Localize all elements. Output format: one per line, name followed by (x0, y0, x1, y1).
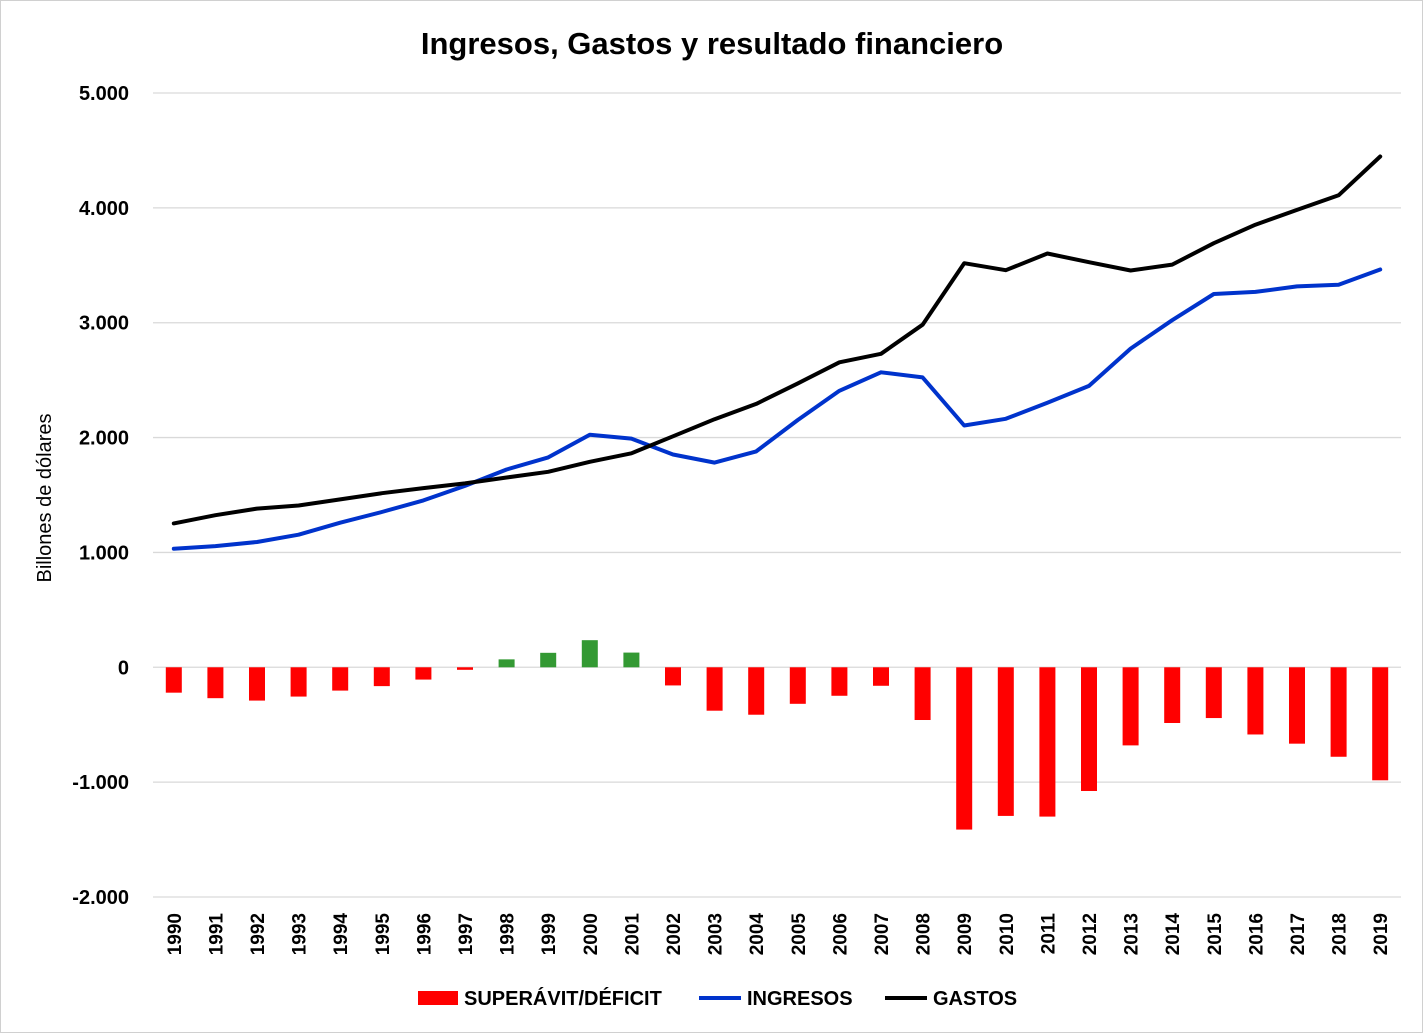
x-axis-ticks: 1990 1991 1992 1993 1994 1995 1996 1997 1998 1999… (165, 913, 1392, 956)
x-tick-label: 2000 (581, 913, 602, 955)
x-tick-label: 1993 (290, 913, 311, 955)
bar-1997 (457, 667, 473, 670)
y-tick-label: 1.000 (79, 542, 129, 564)
x-tick-label: 1991 (206, 913, 227, 956)
legend-swatch-superavit-deficit (418, 991, 458, 1005)
x-tick-label: 2017 (1288, 913, 1309, 955)
bar-1998 (498, 659, 515, 668)
bar-1999 (540, 652, 557, 668)
x-tick-label: 2007 (872, 913, 893, 955)
bar-2018 (1330, 667, 1347, 757)
x-tick-label: 2016 (1246, 913, 1267, 955)
bar-2005 (789, 667, 806, 704)
bar-2009 (956, 667, 973, 830)
x-tick-label: 2013 (1122, 913, 1143, 955)
legend-label-superavit-deficit: SUPERÁVIT/DÉFICIT (464, 987, 662, 1010)
bar-1994 (332, 667, 349, 691)
x-tick-label: 2006 (830, 913, 851, 955)
bar-2004 (748, 667, 765, 715)
bar-2003 (706, 667, 723, 711)
x-tick-label: 2002 (664, 913, 685, 955)
x-tick-label: 2015 (1205, 913, 1226, 956)
y-tick-label: -2.000 (72, 887, 129, 909)
x-tick-label: 1994 (331, 913, 352, 956)
y-axis-ticks: 5.000 4.000 3.000 2.000 1.000 0 -1.000 -2.000 (72, 83, 129, 909)
y-tick-label: 2.000 (79, 428, 129, 450)
x-tick-label: 1995 (373, 913, 394, 956)
bar-1991 (207, 667, 224, 699)
chart-title: Ingresos, Gastos y resultado financiero (421, 26, 1003, 61)
y-tick-label: 3.000 (79, 313, 129, 335)
line-gastos (171, 154, 1383, 526)
bar-2006 (831, 667, 848, 696)
bar-2000 (581, 640, 598, 668)
bar-series (165, 640, 1389, 830)
bar-2016 (1247, 667, 1264, 735)
x-tick-label: 2001 (622, 913, 643, 956)
bar-1995 (373, 667, 390, 687)
x-tick-label: 1999 (539, 913, 560, 955)
bar-1990 (165, 667, 182, 693)
x-tick-label: 1997 (456, 913, 477, 955)
bar-2014 (1164, 667, 1181, 723)
y-tick-label: 4.000 (79, 198, 129, 220)
bar-2017 (1289, 667, 1305, 744)
legend: SUPERÁVIT/DÉFICIT INGRESOS GASTOS (418, 987, 1017, 1010)
x-tick-label: 2003 (706, 913, 727, 955)
line-ingresos (171, 267, 1383, 551)
bar-2013 (1122, 667, 1139, 746)
line-series (171, 154, 1383, 551)
x-tick-label: 1992 (248, 913, 269, 955)
x-tick-label: 2009 (955, 913, 976, 955)
x-tick-label: 1990 (165, 913, 186, 955)
bar-2008 (914, 667, 931, 721)
x-tick-label: 2014 (1163, 913, 1184, 956)
x-tick-label: 2005 (789, 913, 810, 956)
x-tick-label: 2010 (997, 913, 1018, 955)
y-tick-label: 5.000 (79, 83, 129, 105)
gridlines (153, 92, 1401, 898)
y-tick-label: -1.000 (72, 772, 129, 794)
bar-2001 (623, 652, 640, 668)
x-tick-label: 1998 (498, 913, 519, 955)
x-tick-label: 2018 (1330, 913, 1351, 955)
bar-2010 (997, 667, 1014, 816)
y-axis-label: Billones de dólares (34, 414, 56, 583)
bar-2019 (1372, 667, 1389, 781)
x-tick-label: 2008 (914, 913, 935, 955)
bar-2011 (1039, 667, 1056, 817)
x-tick-label: 1996 (414, 913, 435, 955)
bar-1992 (249, 667, 265, 701)
x-tick-label: 2012 (1080, 913, 1101, 955)
x-tick-label: 2019 (1371, 913, 1392, 955)
bar-2007 (873, 667, 889, 686)
legend-label-ingresos: INGRESOS (747, 988, 853, 1010)
bar-1993 (290, 667, 307, 697)
x-tick-label: 2011 (1038, 913, 1059, 955)
bar-1996 (415, 667, 432, 680)
y-tick-label: 0 (118, 657, 129, 679)
legend-label-gastos: GASTOS (933, 988, 1017, 1010)
x-tick-label: 2004 (747, 913, 768, 956)
bar-2015 (1205, 667, 1222, 719)
bar-2002 (665, 667, 681, 686)
bar-2012 (1081, 667, 1097, 791)
